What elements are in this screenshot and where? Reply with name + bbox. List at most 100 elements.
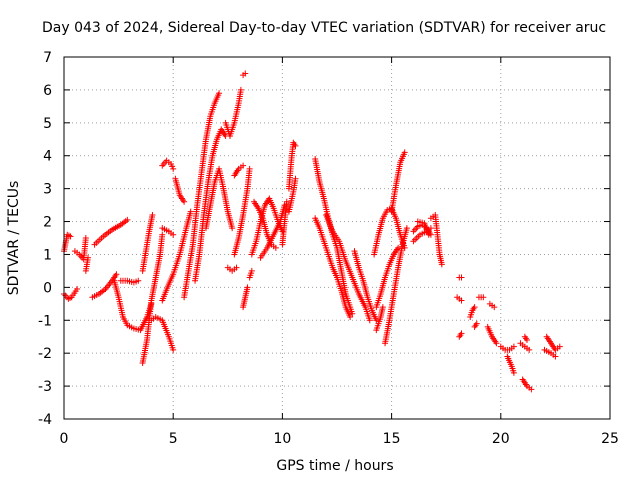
x-tick-label: 15 xyxy=(383,431,401,447)
segment-53 xyxy=(504,353,517,376)
plus-marker-trace xyxy=(240,70,249,79)
plus-marker-trace xyxy=(519,376,535,393)
segment-54 xyxy=(517,340,533,353)
segment-49 xyxy=(475,294,487,301)
y-tick-label: 7 xyxy=(43,50,52,66)
segment-28 xyxy=(279,198,290,248)
plus-marker-trace xyxy=(497,343,517,353)
plus-marker-trace xyxy=(521,333,531,344)
segment-5 xyxy=(91,216,131,248)
plus-marker-trace xyxy=(414,218,432,238)
plus-marker-trace xyxy=(312,215,354,320)
plus-marker-trace xyxy=(257,202,288,261)
plus-marker-trace xyxy=(117,277,142,286)
plus-marker-trace xyxy=(388,149,408,215)
segment-19 xyxy=(224,264,240,274)
segment-32 xyxy=(312,215,354,320)
plus-marker-trace xyxy=(323,211,373,324)
plus-marker-trace xyxy=(222,86,244,139)
plus-marker-trace xyxy=(456,274,465,281)
plus-marker-trace xyxy=(373,244,402,311)
plus-marker-trace xyxy=(71,235,89,263)
x-tick-labels: 0 5 10 15 20 25 xyxy=(60,431,619,447)
y-axis-label: SDTVAR / TECUs xyxy=(6,181,22,296)
segment-48 xyxy=(471,320,480,330)
x-axis-label: GPS time / hours xyxy=(276,458,393,474)
plus-marker-trace xyxy=(279,198,290,248)
segment-17 xyxy=(202,165,236,232)
plus-marker-trace xyxy=(148,313,177,353)
plus-marker-trace xyxy=(202,165,236,232)
y-tick-label: 2 xyxy=(43,215,52,231)
segment-20 xyxy=(231,165,253,258)
plus-marker-trace xyxy=(504,353,517,376)
plus-marker-trace xyxy=(285,139,299,192)
segment-7 xyxy=(117,277,142,286)
y-tick-labels: -4 -3 -2 -1 0 1 2 3 4 5 6 7 xyxy=(38,50,52,428)
segment-3 xyxy=(82,254,92,274)
x-tick-label: 0 xyxy=(60,431,69,447)
segment-14 xyxy=(172,175,188,205)
plus-marker-trace xyxy=(486,300,498,311)
x-tick-label: 25 xyxy=(601,431,619,447)
segment-24 xyxy=(246,267,255,281)
plus-marker-trace xyxy=(517,340,533,353)
plus-marker-trace xyxy=(172,175,188,205)
plus-marker-trace xyxy=(373,304,386,334)
plus-marker-trace xyxy=(231,162,247,179)
segment-2 xyxy=(71,235,89,263)
plus-marker-trace xyxy=(475,294,487,301)
y-tick-label: 3 xyxy=(43,182,52,198)
segment-42 xyxy=(414,218,432,238)
y-tick-label: 0 xyxy=(43,280,52,296)
segment-15 xyxy=(181,90,223,301)
plus-marker-trace xyxy=(240,284,251,311)
plus-marker-trace xyxy=(543,333,563,353)
plus-marker-trace xyxy=(61,231,74,255)
y-tick-label: 4 xyxy=(43,149,52,165)
segment-11 xyxy=(159,225,177,238)
plus-marker-trace xyxy=(159,208,194,304)
plus-marker-trace xyxy=(467,304,478,320)
segment-33 xyxy=(323,211,373,324)
plus-marker-trace xyxy=(484,323,500,347)
plus-marker-trace xyxy=(91,216,131,248)
segment-0 xyxy=(61,231,74,255)
y-tick-label: -1 xyxy=(38,313,52,329)
segment-55 xyxy=(519,376,535,393)
axis-ticks xyxy=(63,56,611,420)
y-tick-label: -4 xyxy=(38,412,52,428)
plus-marker-trace xyxy=(471,320,480,330)
y-tick-label: 1 xyxy=(43,247,52,263)
x-tick-label: 5 xyxy=(169,431,178,447)
segment-36 xyxy=(373,244,402,311)
segment-44 xyxy=(456,274,465,281)
plus-marker-trace xyxy=(285,175,299,215)
plus-marker-trace xyxy=(111,277,155,334)
plus-marker-trace xyxy=(382,225,410,347)
segment-23 xyxy=(240,70,249,79)
segment-13 xyxy=(159,157,177,172)
segment-18 xyxy=(222,86,244,139)
plus-marker-trace xyxy=(231,165,253,258)
segment-46 xyxy=(456,330,465,340)
segment-22 xyxy=(240,284,251,311)
plus-marker-trace xyxy=(224,264,240,274)
segment-16 xyxy=(192,126,229,284)
segment-45 xyxy=(454,294,465,304)
plus-marker-trace xyxy=(139,211,156,274)
chart-title: Day 043 of 2024, Sidereal Day-to-day VTE… xyxy=(42,20,606,36)
segment-51 xyxy=(484,323,500,347)
plus-marker-trace xyxy=(454,294,465,304)
plus-marker-trace xyxy=(192,126,229,284)
plus-marker-trace xyxy=(541,346,559,360)
segment-29 xyxy=(285,139,299,192)
y-tick-label: -3 xyxy=(38,379,52,395)
plus-marker-trace xyxy=(427,211,445,268)
x-tick-label: 10 xyxy=(273,431,291,447)
segment-30 xyxy=(285,175,299,215)
segment-12 xyxy=(159,208,194,304)
segment-9 xyxy=(139,211,156,274)
segment-38 xyxy=(388,149,408,215)
plot-frame xyxy=(63,56,611,420)
